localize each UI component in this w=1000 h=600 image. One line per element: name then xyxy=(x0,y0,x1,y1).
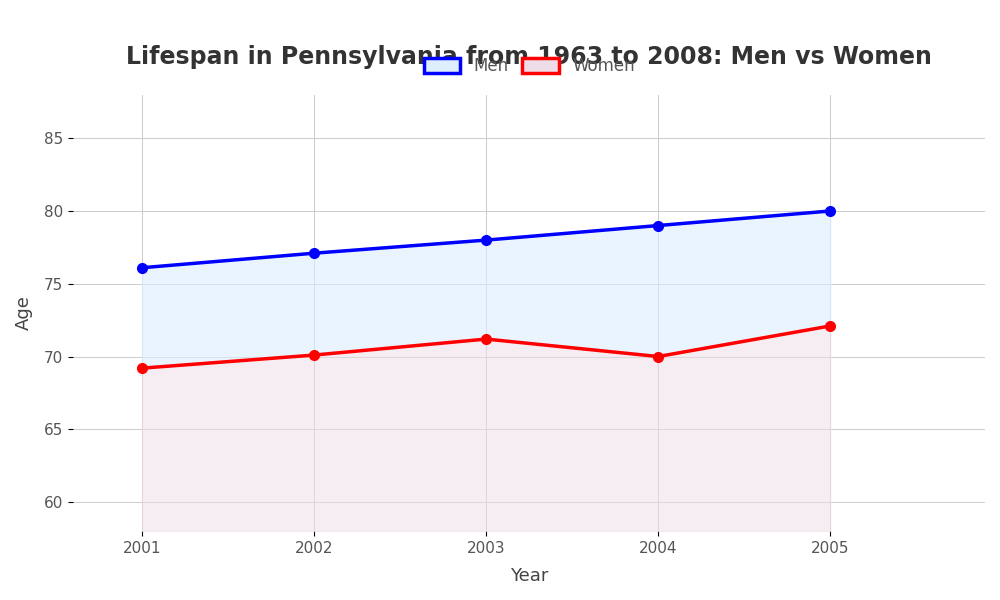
Women xyxy=(824,322,836,329)
Men xyxy=(308,250,320,257)
Line: Men: Men xyxy=(137,206,835,272)
Women xyxy=(480,335,492,343)
Men xyxy=(652,222,664,229)
Women xyxy=(308,352,320,359)
Y-axis label: Age: Age xyxy=(15,295,33,330)
Title: Lifespan in Pennsylvania from 1963 to 2008: Men vs Women: Lifespan in Pennsylvania from 1963 to 20… xyxy=(126,45,932,69)
Women xyxy=(136,365,148,372)
Women xyxy=(652,353,664,360)
Men xyxy=(480,236,492,244)
Line: Women: Women xyxy=(137,321,835,373)
Men xyxy=(824,208,836,215)
Legend: Men, Women: Men, Women xyxy=(417,50,641,82)
Men xyxy=(136,264,148,271)
X-axis label: Year: Year xyxy=(510,567,548,585)
